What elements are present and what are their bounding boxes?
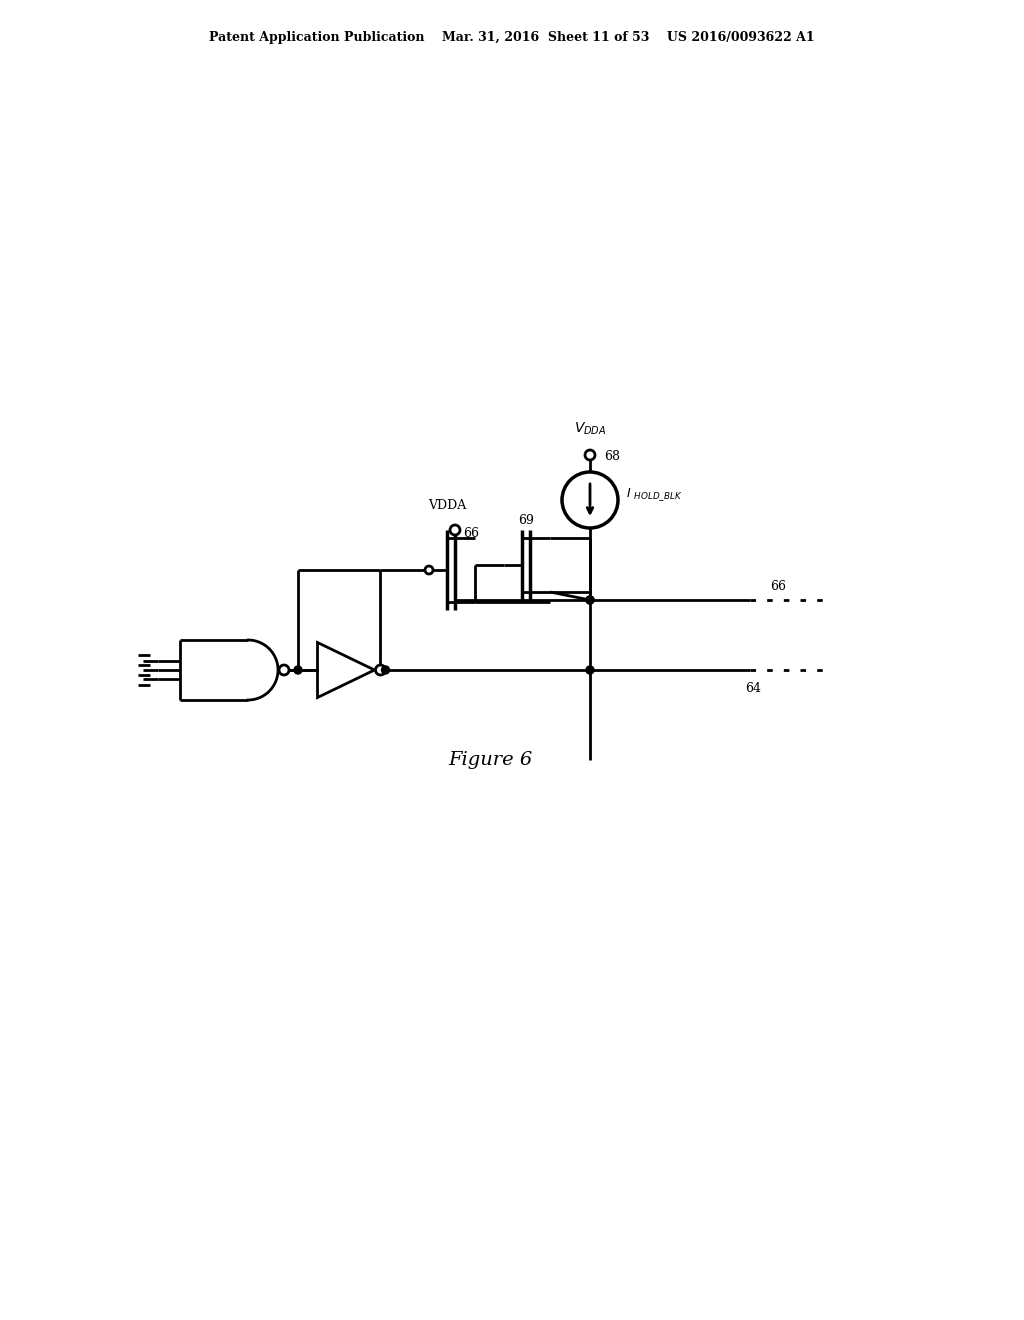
Text: 66: 66: [463, 527, 479, 540]
Text: $V_{DDA}$: $V_{DDA}$: [573, 421, 606, 437]
Circle shape: [562, 473, 618, 528]
Circle shape: [382, 667, 389, 675]
Circle shape: [425, 566, 433, 574]
Circle shape: [279, 665, 289, 675]
Circle shape: [450, 525, 460, 535]
Text: VDDA: VDDA: [428, 499, 466, 512]
Text: 69: 69: [518, 513, 534, 527]
Text: Patent Application Publication    Mar. 31, 2016  Sheet 11 of 53    US 2016/00936: Patent Application Publication Mar. 31, …: [209, 30, 815, 44]
Text: 66: 66: [770, 579, 786, 593]
Circle shape: [376, 665, 385, 675]
Text: 64: 64: [745, 681, 761, 694]
Text: Figure 6: Figure 6: [447, 751, 532, 770]
Circle shape: [586, 597, 594, 605]
Circle shape: [585, 450, 595, 459]
Text: $I$ $_{HOLD\_BLK}$: $I$ $_{HOLD\_BLK}$: [626, 487, 682, 503]
Text: 68: 68: [604, 450, 620, 463]
Circle shape: [586, 667, 594, 675]
Circle shape: [586, 597, 594, 605]
Circle shape: [294, 667, 302, 675]
